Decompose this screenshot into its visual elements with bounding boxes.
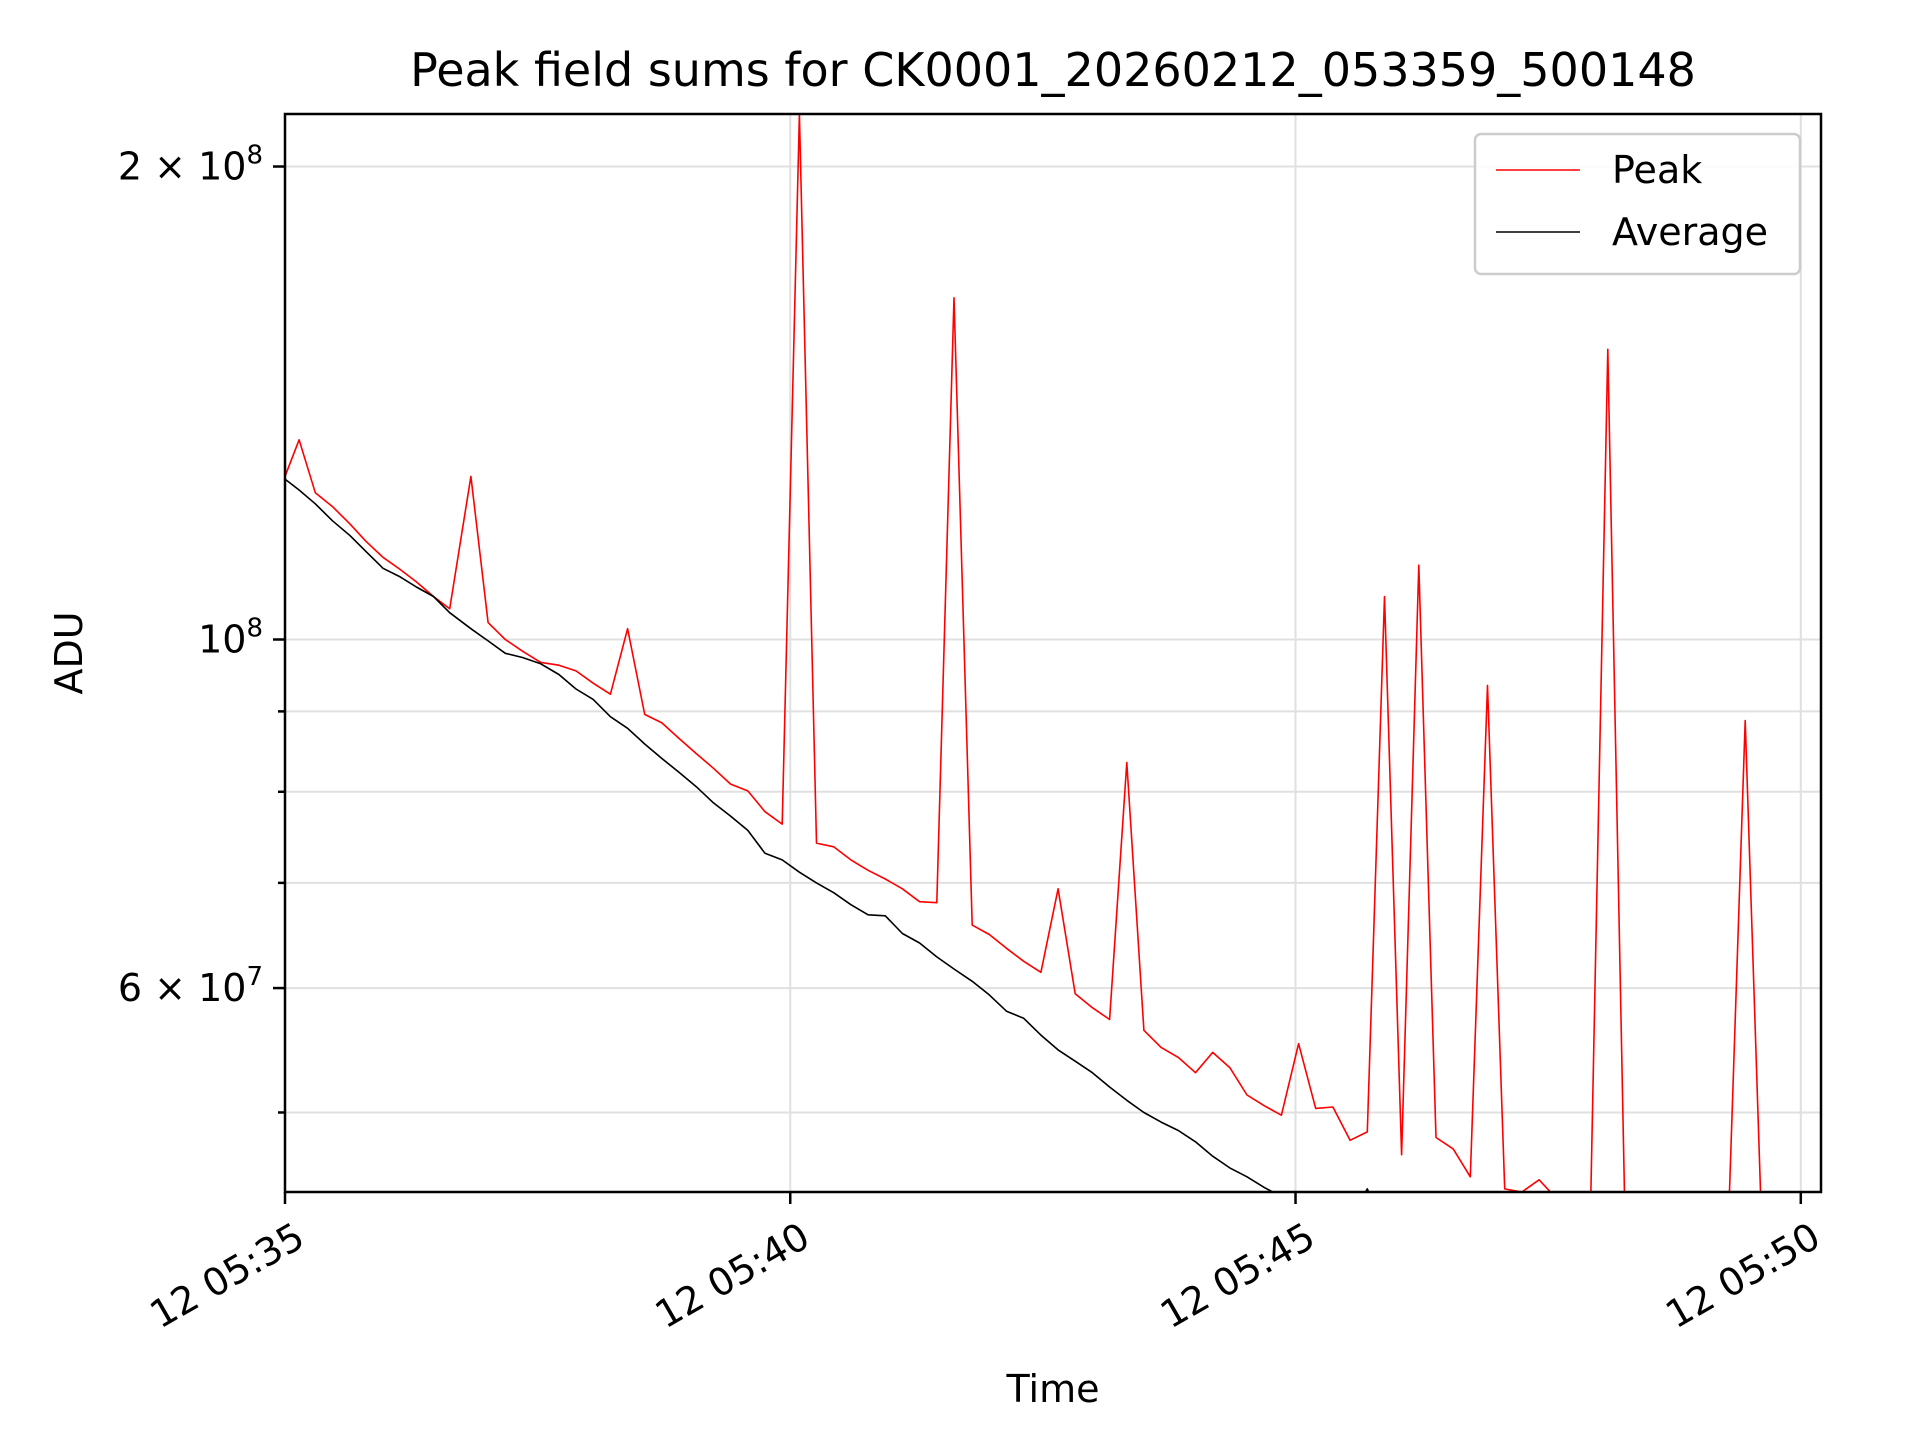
y-tick-label: 6 × 107 — [118, 962, 263, 1010]
chart-title: Peak field sums for CK0001_20260212_0533… — [410, 43, 1696, 97]
line-chart: 12 05:35 12 05:40 12 05:45 12 05:50 2 × 108… — [0, 0, 1920, 1440]
y-tick-label-exponent: 8 — [246, 613, 263, 643]
x-axis-label: Time — [1006, 1367, 1100, 1411]
legend: Peak Average — [1475, 134, 1800, 274]
legend-peak-label: Peak — [1612, 148, 1702, 192]
y-tick-label-base: 6 × 10 — [118, 966, 247, 1010]
y-tick-label-exponent: 8 — [246, 141, 263, 171]
legend-average-label: Average — [1612, 210, 1768, 254]
y-axis-label: ADU — [47, 611, 91, 694]
y-tick-label-base: 2 × 10 — [118, 145, 247, 189]
y-tick-label-base: 10 — [198, 617, 246, 661]
y-tick-label-exponent: 7 — [246, 962, 263, 992]
y-tick-label: 2 × 108 — [118, 141, 263, 189]
